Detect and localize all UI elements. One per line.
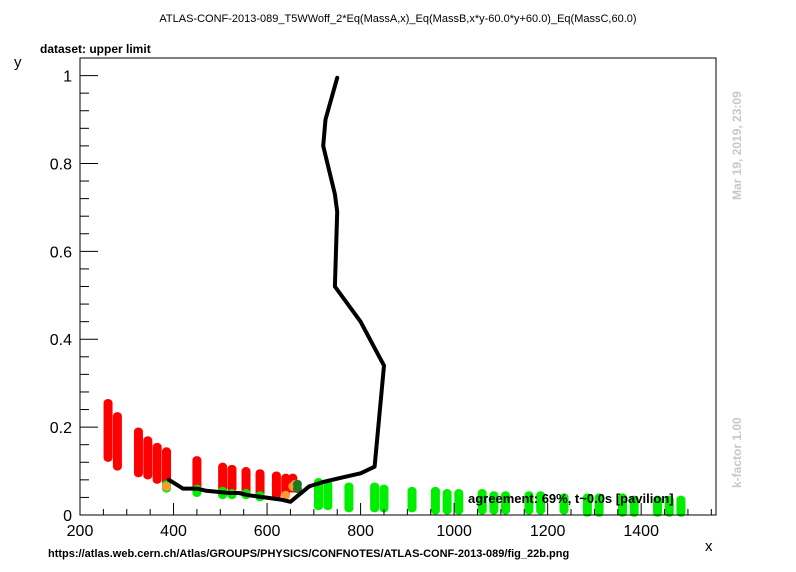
x-tick-label: 800 [347,523,374,540]
agreement-annotation: agreement: 69%, t~0.0s [pavilion] [468,491,674,506]
y-tick-label: 0.6 [50,244,72,261]
point-border-1 [281,490,291,500]
point-column-excluded-4 [152,442,162,484]
point-column-allowed-18 [524,491,534,515]
point-column-excluded-1 [112,412,122,471]
timestamp-label: Mar 19, 2019, 23:09 [730,91,744,200]
point-column-allowed-19 [536,491,546,515]
point-column-allowed-14 [454,489,464,515]
point-column-allowed-16 [489,491,499,515]
x-tick-label: 400 [160,523,187,540]
chart-title: ATLAS-CONF-2013-089_T5WWoff_2*Eq(MassA,x… [159,13,637,25]
source-url: https://atlas.web.cern.ch/Atlas/GROUPS/P… [48,548,570,560]
point-column-allowed-21 [582,493,592,517]
point-column-excluded-8 [227,464,237,493]
x-tick-label: 1000 [436,523,472,540]
exclusion-curve-layer [166,75,386,504]
point-column-excluded-3 [143,436,153,480]
point-column-allowed-13 [442,489,452,515]
point-column-allowed-27 [676,495,686,517]
point-column-excluded-0 [103,398,113,462]
point-column-allowed-20 [559,493,569,515]
y-tick-label: 0 [63,508,72,525]
point-column-excluded-2 [133,427,143,478]
point-column-excluded-11 [271,471,281,500]
point-dark-5 [292,484,302,494]
point-column-excluded-6 [192,456,202,491]
y-axis-label: y [14,54,22,71]
point-border-0 [162,481,172,491]
point-column-allowed-22 [594,493,604,517]
axis-ticks: 200 400 600 800 1000 1200 1400 0 0.2 0.4 0.6 0.8 1 [50,57,712,540]
kfactor-label: k-factor 1.00 [730,417,744,488]
dataset-label: dataset: upper limit [40,42,151,56]
x-axis-label: x [705,538,713,555]
point-column-excluded-5 [162,447,172,487]
point-column-allowed-9 [370,482,380,513]
point-column-allowed-23 [617,493,627,517]
point-column-allowed-11 [407,486,417,513]
plot-frame [79,57,717,516]
plot-border [79,57,717,516]
x-tick-label: 1400 [623,523,659,540]
y-tick-label: 0.2 [50,420,72,437]
y-tick-label: 0.8 [50,156,72,173]
point-column-allowed-7 [323,480,333,511]
point-column-excluded-7 [218,462,228,493]
point-column-allowed-25 [653,495,663,517]
point-column-allowed-10 [379,484,389,513]
x-tick-label: 1200 [530,523,566,540]
point-column-excluded-12 [281,473,291,498]
y-tick-label: 1 [63,69,72,86]
point-column-allowed-15 [477,489,487,515]
x-tick-label: 600 [254,523,281,540]
point-column-excluded-10 [255,469,265,498]
point-column-allowed-17 [501,491,511,515]
exclusion-line [166,75,386,504]
chart-marks [103,398,686,517]
y-tick-label: 0.4 [50,332,72,349]
point-column-allowed-26 [664,495,674,517]
x-tick-label: 200 [67,523,94,540]
point-column-allowed-12 [430,486,440,515]
point-column-allowed-8 [344,482,354,513]
point-column-allowed-24 [629,495,639,517]
point-column-excluded-9 [241,467,251,495]
